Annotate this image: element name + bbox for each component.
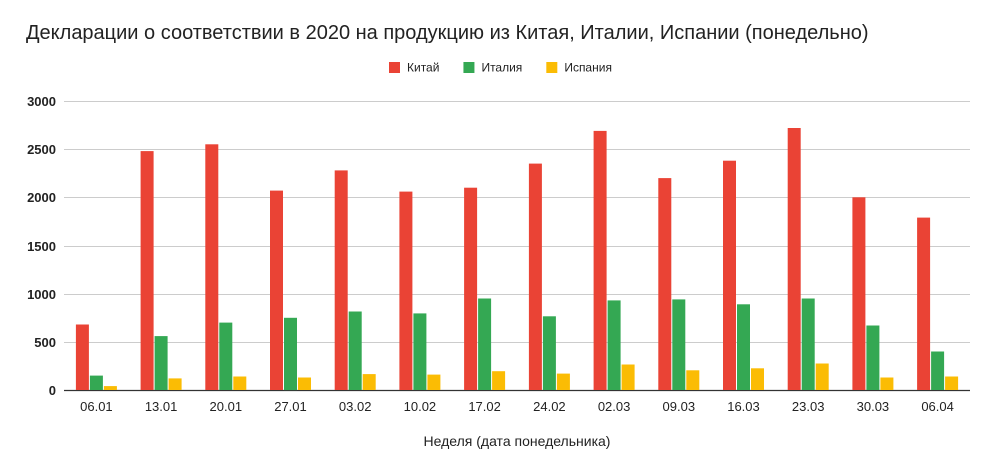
- bar-китай: [75, 324, 89, 390]
- bar-китай: [528, 163, 542, 390]
- bar-испания: [556, 373, 570, 390]
- bar-италия: [672, 299, 686, 390]
- bar-испания: [362, 374, 376, 390]
- bar-италия: [542, 316, 556, 390]
- bar-китай: [787, 128, 801, 390]
- x-axis-ticks: 06.01 13.01 20.01 27.01 03.02 10.02 17.02 24.02…: [80, 399, 954, 414]
- bars: [75, 128, 959, 391]
- bar-китай: [917, 217, 931, 390]
- x-tick-label: 03.02: [339, 399, 372, 414]
- x-tick-label: 23.03: [792, 399, 825, 414]
- bar-италия: [801, 298, 815, 390]
- bar-испания: [815, 363, 829, 390]
- bar-италия: [284, 317, 297, 391]
- bar-испания: [621, 364, 635, 390]
- legend-label: Китай: [407, 61, 439, 75]
- x-axis-title: Неделя (дата понедельника): [424, 433, 611, 449]
- bar-китай: [723, 160, 736, 390]
- bar-испания: [168, 378, 182, 390]
- bar-испания: [298, 377, 311, 390]
- y-tick-label: 2000: [27, 190, 56, 205]
- legend: Китай Италия Испания: [389, 61, 612, 75]
- bar-китай: [658, 178, 672, 390]
- bar-италия: [737, 304, 750, 390]
- bar-китай: [464, 187, 478, 390]
- x-tick-label: 02.03: [598, 399, 631, 414]
- bar-китай: [399, 191, 413, 390]
- y-tick-label: 1500: [27, 239, 56, 254]
- x-tick-label: 20.01: [210, 399, 243, 414]
- bar-италия: [866, 325, 880, 390]
- x-tick-label: 27.01: [274, 399, 307, 414]
- bar-испания: [427, 374, 441, 390]
- y-tick-label: 0: [49, 383, 56, 398]
- bar-испания: [945, 376, 959, 390]
- bar-испания: [751, 368, 764, 390]
- bar-италия: [478, 298, 492, 390]
- bar-италия: [89, 375, 103, 390]
- x-tick-label: 16.03: [727, 399, 760, 414]
- bar-китай: [270, 190, 283, 390]
- legend-label: Италия: [481, 61, 522, 75]
- x-tick-label: 17.02: [468, 399, 501, 414]
- x-tick-label: 24.02: [533, 399, 566, 414]
- bar-италия: [154, 336, 168, 390]
- bar-италия: [607, 300, 621, 390]
- bar-италия: [348, 311, 362, 390]
- bar-испания: [492, 371, 506, 390]
- bar-италия: [219, 322, 233, 390]
- bar-италия: [413, 313, 427, 390]
- y-tick-label: 1000: [27, 287, 56, 302]
- bar-китай: [140, 151, 154, 390]
- bar-испания: [103, 386, 117, 390]
- legend-swatch: [546, 62, 558, 73]
- bar-китай: [205, 144, 219, 390]
- y-tick-label: 2500: [27, 142, 56, 157]
- grid-lines: [64, 101, 970, 392]
- bar-испания: [233, 376, 247, 390]
- x-tick-label: 06.04: [921, 399, 954, 414]
- y-axis-ticks: 0 500 1000 1500 2000 2500 3000: [27, 94, 56, 398]
- x-tick-label: 10.02: [404, 399, 437, 414]
- x-tick-label: 30.03: [857, 399, 890, 414]
- y-tick-label: 500: [34, 335, 56, 350]
- x-tick-label: 06.01: [80, 399, 113, 414]
- bar-италия: [931, 351, 945, 390]
- bar-испания: [880, 377, 894, 390]
- bar-испания: [686, 370, 700, 390]
- chart-title: Декларации о соответствии в 2020 на прод…: [26, 22, 869, 44]
- bar-китай: [852, 197, 866, 390]
- legend-label: Испания: [564, 61, 612, 75]
- x-tick-label: 13.01: [145, 399, 178, 414]
- bar-китай: [334, 170, 348, 390]
- legend-swatch: [463, 62, 475, 73]
- bar-китай: [593, 130, 607, 390]
- y-tick-label: 3000: [27, 94, 56, 109]
- x-tick-label: 09.03: [663, 399, 696, 414]
- legend-swatch: [389, 62, 400, 73]
